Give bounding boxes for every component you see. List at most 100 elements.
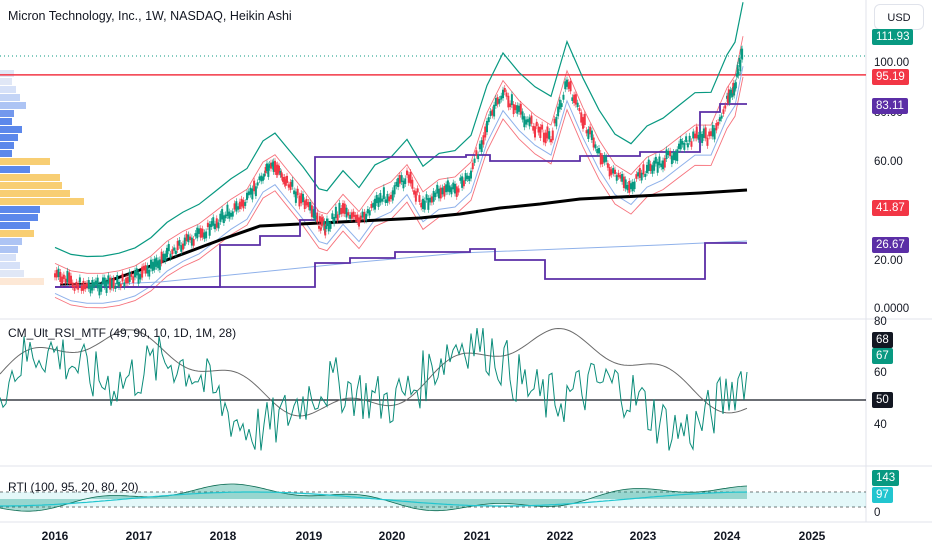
candle-body [715, 123, 718, 131]
candle-body [667, 151, 670, 156]
rti-line [0, 483, 748, 512]
candle-body [578, 108, 581, 112]
volume-profile-bar [0, 206, 40, 213]
candle-body [642, 164, 645, 175]
candle-body [331, 213, 334, 220]
candle-body [203, 232, 206, 239]
candle-body [287, 184, 290, 188]
candle-body [151, 261, 154, 271]
candle-body [523, 116, 526, 128]
candle-body [720, 115, 723, 119]
rti-legend[interactable]: RTI (100, 95, 20, 80, 20) [8, 480, 139, 494]
mid-band-line [54, 36, 744, 274]
candle-body [93, 282, 96, 288]
candle-body [697, 134, 700, 140]
candle-body [548, 131, 551, 140]
candle-body [638, 168, 641, 178]
candle-body [640, 172, 643, 181]
candle-body [57, 268, 60, 278]
candle-body [291, 179, 294, 187]
rsi-midline-badge: 50 [872, 392, 893, 408]
candle-body [271, 162, 274, 167]
candle-body [665, 149, 668, 160]
volume-profile-bar [0, 142, 14, 149]
candle-body [427, 198, 430, 210]
candle-body [61, 276, 64, 285]
candle-body [612, 167, 615, 174]
candle-body [201, 228, 204, 238]
candle-body [644, 173, 647, 177]
volume-profile-bar [0, 86, 16, 93]
lower-step-line [55, 242, 747, 288]
candle-body [525, 119, 528, 125]
candle-body [381, 198, 384, 202]
candle-body [425, 194, 428, 200]
candle-body [669, 150, 672, 157]
candle-body [167, 244, 170, 252]
candle-body [68, 272, 71, 285]
candle-body [690, 141, 693, 147]
candle-body [363, 212, 366, 221]
candle-body [432, 190, 435, 202]
last-price-badge: 111.93 [872, 29, 914, 45]
currency-button[interactable]: USD [874, 4, 924, 30]
candle-body [699, 131, 702, 138]
candle-body [157, 260, 160, 269]
candle-body [434, 192, 437, 198]
candle-body [274, 160, 276, 172]
rti-tick: 0 [874, 507, 881, 519]
candle-body [484, 126, 487, 138]
candle-body [336, 214, 339, 221]
candle-body [670, 155, 673, 165]
candle-body [646, 164, 648, 174]
candle-body [110, 279, 113, 288]
candle-body [400, 175, 403, 183]
rsi-legend[interactable]: CM_Ult_RSI_MTF (49, 90, 10, 1D, 1M, 28) [8, 326, 237, 340]
candle-body [724, 105, 727, 109]
candle-body [114, 285, 117, 289]
candle-body [282, 177, 284, 182]
candle-body [711, 124, 714, 137]
candle-body [89, 286, 92, 294]
candle-body [491, 109, 494, 116]
candle-body [728, 93, 731, 103]
chart-title: Micron Technology, Inc., 1W, NASDAQ, Hei… [8, 9, 292, 23]
candle-body [622, 176, 625, 188]
candle-body [470, 170, 472, 179]
volume-profile-bar [0, 150, 12, 157]
candle-body [718, 117, 721, 122]
volume-profile-bar [0, 102, 26, 109]
volume-profile-bar [0, 254, 16, 261]
candle-body [660, 163, 663, 168]
candle-body [219, 213, 222, 222]
candle-body [560, 103, 563, 107]
candle-body [493, 104, 496, 117]
candle-body [685, 136, 688, 143]
upper-step-badge: 83.11 [872, 98, 908, 114]
candle-body [150, 259, 152, 269]
candle-body [130, 273, 133, 277]
candle-body [402, 180, 405, 189]
candle-body [305, 198, 308, 206]
candle-body [212, 217, 215, 226]
candle-body [573, 94, 576, 104]
candle-body [457, 188, 460, 193]
rsi-green-line [0, 328, 748, 452]
candle-body [226, 204, 229, 217]
volume-profile-bar [0, 214, 38, 221]
candle-body [162, 253, 165, 261]
candle-body [534, 126, 536, 138]
candle-body [278, 165, 280, 173]
candle-body [103, 277, 106, 287]
candle-body [333, 216, 336, 224]
candle-body [166, 247, 168, 258]
candle-body [717, 121, 720, 126]
volume-profile-bar [0, 126, 22, 133]
year-label: 2023 [629, 529, 657, 543]
candle-body [275, 165, 278, 175]
candle-body [66, 270, 69, 283]
volume-profile-bar [0, 246, 18, 253]
candle-body [614, 169, 616, 174]
